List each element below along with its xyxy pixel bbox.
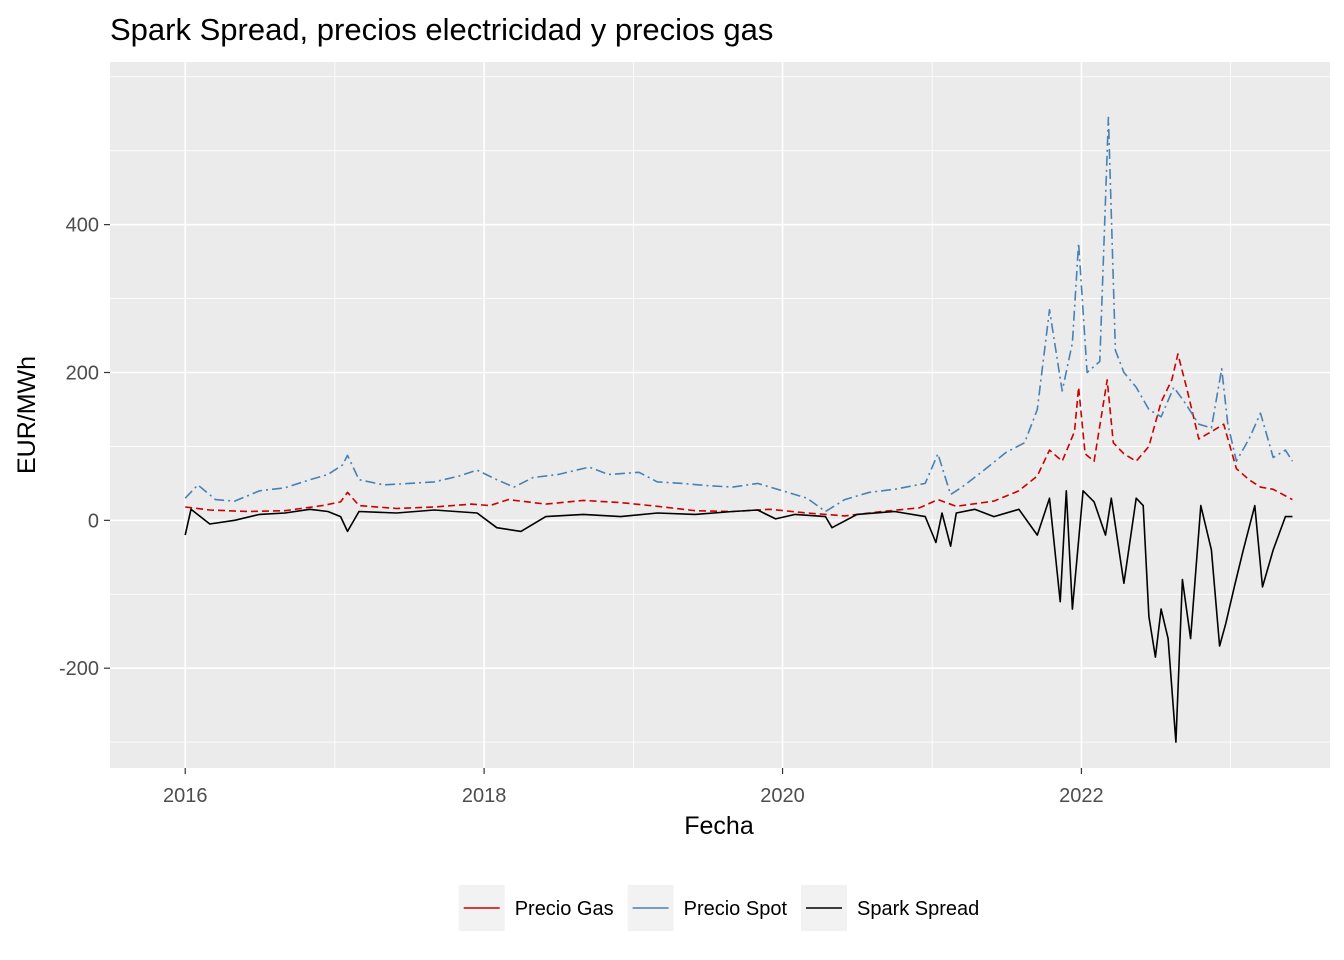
legend-item: Precio Spot xyxy=(627,885,788,931)
plot-panel xyxy=(110,62,1330,768)
series-line-spark-spread xyxy=(184,490,1293,743)
x-tick-label: 2018 xyxy=(462,785,507,807)
series-line-precio-spot xyxy=(184,116,1294,513)
legend-item: Precio Gas xyxy=(458,885,614,931)
x-tick-label: 2022 xyxy=(1059,785,1104,807)
chart-title: Spark Spread, precios electricidad y pre… xyxy=(110,12,773,47)
y-tick-label: 0 xyxy=(88,510,99,532)
y-axis-title: EUR/MWh xyxy=(13,356,41,474)
x-axis-title: Fecha xyxy=(684,812,754,840)
y-axis: -200 0 200 400 xyxy=(59,215,110,680)
legend: Precio Gas Precio Spot Spark Spread xyxy=(458,885,979,931)
y-tick-label: 200 xyxy=(66,362,99,384)
y-tick-label: -200 xyxy=(59,658,99,680)
legend-label: Precio Spot xyxy=(684,898,788,920)
legend-label: Spark Spread xyxy=(857,898,979,920)
x-axis: 2016 2018 2020 2022 xyxy=(163,768,1104,807)
series-layer xyxy=(184,116,1294,743)
x-tick-label: 2016 xyxy=(163,785,208,807)
legend-label: Precio Gas xyxy=(515,898,614,920)
series-line-precio-gas xyxy=(185,353,1293,517)
x-tick-label: 2020 xyxy=(760,785,805,807)
legend-item: Spark Spread xyxy=(801,885,979,931)
y-tick-label: 400 xyxy=(66,215,99,237)
grid-minor xyxy=(110,62,1330,768)
